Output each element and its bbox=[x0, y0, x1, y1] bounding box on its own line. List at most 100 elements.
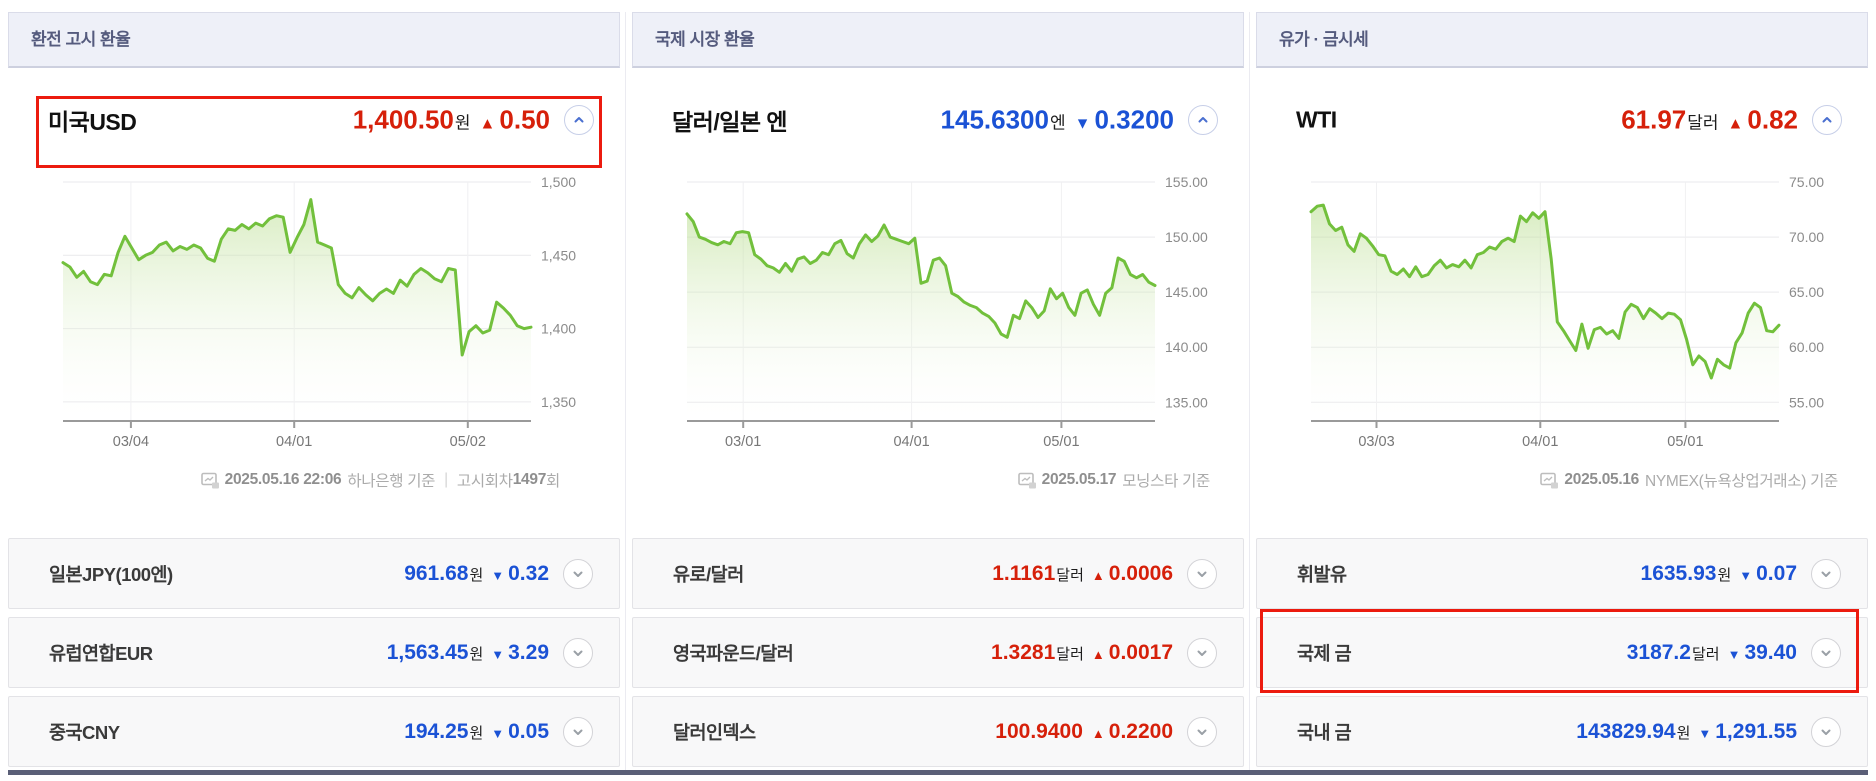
rate-label: 달러인덱스 bbox=[673, 721, 756, 743]
collapse-chevron-button[interactable] bbox=[564, 105, 594, 135]
collapse-chevron-button[interactable] bbox=[1812, 105, 1842, 135]
svg-text:04/01: 04/01 bbox=[276, 434, 312, 450]
rate-unit: 원 bbox=[469, 645, 484, 663]
svg-text:145.00: 145.00 bbox=[1165, 284, 1208, 300]
rate-label: 국내 금 bbox=[1297, 721, 1352, 743]
svg-text:60.00: 60.00 bbox=[1789, 339, 1824, 355]
rate-unit: 달러 bbox=[1691, 645, 1720, 663]
bottom-border-bar bbox=[8, 770, 1868, 775]
svg-text:1,500: 1,500 bbox=[541, 174, 576, 190]
panel-title: 유가 · 금시세 bbox=[1279, 30, 1369, 49]
rate-row-dollar-index[interactable]: 달러인덱스 100.9400 ▲ 0.2200 bbox=[632, 696, 1244, 767]
change-arrow-icon: ▼ bbox=[491, 725, 505, 741]
rate-unit: 달러 bbox=[1056, 645, 1084, 663]
rate-change: 3.29 bbox=[508, 640, 549, 664]
rate-price: 100.9400 bbox=[995, 719, 1083, 743]
svg-text:05/01: 05/01 bbox=[1043, 434, 1079, 450]
chevron-down-icon bbox=[573, 729, 583, 735]
rate-value: 961.68 원 ▼ 0.32 bbox=[404, 562, 549, 586]
expand-chevron-button[interactable] bbox=[563, 637, 593, 668]
rate-unit: 원 bbox=[1717, 566, 1732, 584]
expand-chevron-button[interactable] bbox=[1187, 716, 1217, 747]
rate-price: 1.3281 bbox=[991, 640, 1056, 664]
panel-oil-gold: 유가 · 금시세 WTI 61.97 달러 ▲ 0.82 75.00 70.00 6… bbox=[1256, 0, 1868, 781]
chevron-down-icon bbox=[1197, 571, 1207, 577]
rate-value: 1.1161 달러 ▲ 0.0006 bbox=[992, 562, 1173, 586]
svg-text:65.00: 65.00 bbox=[1789, 284, 1824, 300]
main-quote-row-usdjpy[interactable]: 달러/일본 엔 145.6300 엔 ▼ 0.3200 bbox=[632, 88, 1244, 152]
rate-change: 0.0006 bbox=[1108, 561, 1173, 585]
change-arrow-icon: ▼ bbox=[1698, 725, 1712, 741]
rate-label: 유로/달러 bbox=[673, 563, 744, 585]
quote-label: 미국USD bbox=[48, 109, 137, 135]
source-name: 모닝스타 기준 bbox=[1122, 473, 1210, 490]
expand-chevron-button[interactable] bbox=[1811, 558, 1841, 589]
chart-source-icon bbox=[1540, 472, 1559, 488]
source-name: NYMEX(뉴욕상업거래소) 기준 bbox=[1645, 473, 1838, 490]
panel-title: 환전 고시 환율 bbox=[31, 30, 131, 49]
svg-text:55.00: 55.00 bbox=[1789, 394, 1824, 410]
rate-value: 1635.93 원 ▼ 0.07 bbox=[1641, 562, 1797, 586]
rate-row-gold-domestic[interactable]: 국내 금 143829.94 원 ▼ 1,291.55 bbox=[1256, 696, 1868, 767]
rate-change: 1,291.55 bbox=[1715, 719, 1797, 743]
quote-unit: 달러 bbox=[1687, 113, 1719, 133]
chart-source-note: 2025.05.17 모닝스타 기준 bbox=[1017, 468, 1210, 492]
main-quote-row-wti[interactable]: WTI 61.97 달러 ▲ 0.82 bbox=[1256, 88, 1868, 152]
usdjpy-price-chart: 155.00 150.00 145.00 140.00 135.00 03/01 04/01… bbox=[685, 174, 1208, 450]
rate-row-gasoline[interactable]: 휘발유 1635.93 원 ▼ 0.07 bbox=[1256, 538, 1868, 609]
rate-price: 1635.93 bbox=[1640, 561, 1717, 585]
chevron-down-icon bbox=[1197, 729, 1207, 735]
rate-value: 1,563.45 원 ▼ 3.29 bbox=[387, 641, 549, 665]
expand-chevron-button[interactable] bbox=[563, 558, 593, 589]
rate-price: 961.68 bbox=[404, 561, 469, 585]
quote-label: WTI bbox=[1296, 106, 1337, 133]
expand-chevron-button[interactable] bbox=[1811, 637, 1841, 668]
rate-price: 143829.94 bbox=[1576, 719, 1676, 743]
chevron-down-icon bbox=[1821, 571, 1831, 577]
svg-text:135.00: 135.00 bbox=[1165, 394, 1208, 410]
collapse-chevron-button[interactable] bbox=[1188, 105, 1218, 135]
svg-text:70.00: 70.00 bbox=[1789, 229, 1824, 245]
rate-label: 유럽연합EUR bbox=[49, 642, 153, 664]
svg-text:1,400: 1,400 bbox=[541, 321, 576, 337]
rate-row-gold-intl[interactable]: 국제 금 3187.2 달러 ▼ 39.40 bbox=[1256, 617, 1868, 688]
svg-text:140.00: 140.00 bbox=[1165, 339, 1208, 355]
rate-row-eur[interactable]: 유럽연합EUR 1,563.45 원 ▼ 3.29 bbox=[8, 617, 620, 688]
main-quote-row-usd[interactable]: 미국USD 1,400.50 원 ▲ 0.50 bbox=[8, 88, 620, 152]
usd-price-chart: 1,500 1,450 1,400 1,350 03/04 04/01 05/02 bbox=[61, 174, 576, 450]
source-datetime: 2025.05.16 22:06 bbox=[224, 471, 342, 488]
chart-source-note: 2025.05.16 22:06 하나은행 기준 | 고시회차 1497 회 bbox=[200, 468, 560, 492]
column-divider bbox=[1249, 12, 1250, 771]
svg-text:04/01: 04/01 bbox=[1522, 434, 1558, 450]
expand-chevron-button[interactable] bbox=[563, 716, 593, 747]
quote-unit: 엔 bbox=[1049, 113, 1066, 133]
chart-source-note: 2025.05.16 NYMEX(뉴욕상업거래소) 기준 bbox=[1540, 468, 1838, 492]
change-arrow-icon: ▼ bbox=[1074, 115, 1091, 133]
chevron-down-icon bbox=[1197, 650, 1207, 656]
panel-title: 국제 시장 환율 bbox=[655, 30, 755, 49]
svg-text:05/02: 05/02 bbox=[450, 434, 486, 450]
rate-row-gbpusd[interactable]: 영국파운드/달러 1.3281 달러 ▲ 0.0017 bbox=[632, 617, 1244, 688]
svg-text:75.00: 75.00 bbox=[1789, 174, 1824, 190]
rate-row-cny[interactable]: 중국CNY 194.25 원 ▼ 0.05 bbox=[8, 696, 620, 767]
rate-row-eurusd[interactable]: 유로/달러 1.1161 달러 ▲ 0.0006 bbox=[632, 538, 1244, 609]
rate-value: 194.25 원 ▼ 0.05 bbox=[404, 720, 549, 744]
chevron-down-icon bbox=[573, 571, 583, 577]
change-arrow-icon: ▼ bbox=[491, 567, 505, 583]
chart-source-icon bbox=[200, 472, 219, 488]
expand-chevron-button[interactable] bbox=[1187, 637, 1217, 668]
change-arrow-icon: ▲ bbox=[1727, 115, 1744, 133]
expand-chevron-button[interactable] bbox=[1811, 716, 1841, 747]
rate-label: 영국파운드/달러 bbox=[673, 642, 794, 664]
rate-change: 0.07 bbox=[1756, 561, 1797, 585]
change-arrow-icon: ▼ bbox=[1727, 646, 1741, 662]
rate-unit: 원 bbox=[469, 724, 484, 742]
svg-text:150.00: 150.00 bbox=[1165, 229, 1208, 245]
panel-exchange-rates: 환전 고시 환율 미국USD 1,400.50 원 ▲ 0.50 1,500 1,… bbox=[8, 0, 620, 781]
rate-label: 중국CNY bbox=[49, 721, 120, 743]
rate-label: 국제 금 bbox=[1297, 642, 1352, 664]
round-unit: 회 bbox=[546, 473, 560, 490]
svg-text:03/04: 03/04 bbox=[113, 434, 149, 450]
rate-row-jpy[interactable]: 일본JPY(100엔) 961.68 원 ▼ 0.32 bbox=[8, 538, 620, 609]
expand-chevron-button[interactable] bbox=[1187, 558, 1217, 589]
